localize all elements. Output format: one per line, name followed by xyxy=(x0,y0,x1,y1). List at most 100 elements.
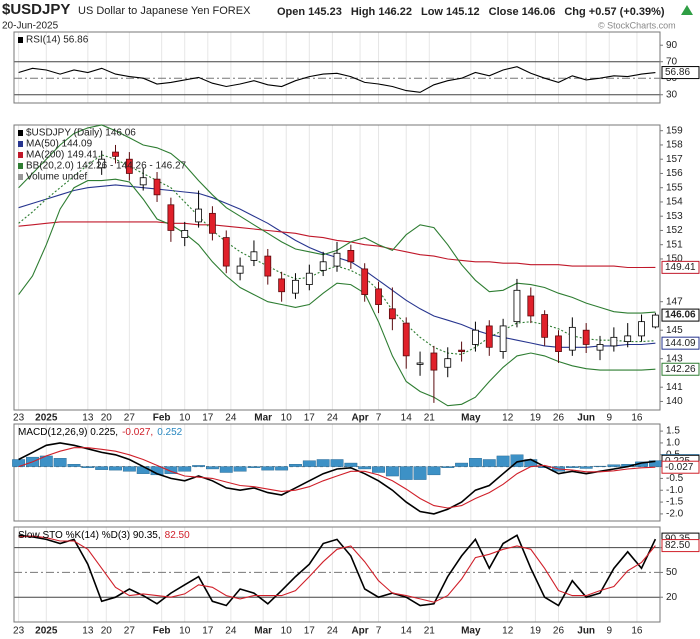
y-tick-label: 157 xyxy=(666,154,683,165)
histogram-bar xyxy=(385,466,399,477)
candle-body xyxy=(305,272,313,286)
histogram-bar xyxy=(593,465,607,467)
x-tick-label: Jun xyxy=(577,413,595,424)
quote-item: High 146.22 xyxy=(351,6,412,18)
x-tick-label: Apr xyxy=(351,626,368,637)
x-tick-label: May xyxy=(461,626,481,637)
candle-body xyxy=(347,249,355,263)
y-tick-label: 1.0 xyxy=(666,438,680,449)
legend-part: Slow STO %K(14) %D(3) 90.35, xyxy=(18,530,161,541)
legend: MACD(12,26,9) 0.225, -0.027, 0.252 xyxy=(18,427,183,438)
candle-body xyxy=(402,322,410,357)
x-tick-label: 16 xyxy=(631,413,643,424)
x-tick-label: Mar xyxy=(254,413,272,424)
candle-body xyxy=(430,352,438,371)
x-tick-label: May xyxy=(461,413,481,424)
line-series xyxy=(18,66,656,93)
x-tick-label: 7 xyxy=(376,626,382,637)
x-tick-label: 23 xyxy=(13,626,25,637)
y-tick-label: 50 xyxy=(666,567,678,578)
last-value-label: 142.26 xyxy=(665,364,696,375)
candle-body xyxy=(98,158,106,169)
x-tick-label: 21 xyxy=(424,413,436,424)
histogram-bar xyxy=(247,466,261,468)
candle-body xyxy=(624,335,632,342)
x-tick-label: 19 xyxy=(530,413,542,424)
x-tick-label: 12 xyxy=(502,413,514,424)
line-series xyxy=(18,178,656,407)
histogram-bar xyxy=(136,466,150,474)
histogram-bar xyxy=(427,466,441,476)
x-tick-label: 9 xyxy=(606,626,612,637)
panel-frame xyxy=(13,423,661,522)
last-value-label: 144.09 xyxy=(665,338,696,349)
x-tick-label: 17 xyxy=(202,413,214,424)
histogram-bar xyxy=(275,466,289,471)
x-tick-label: Apr xyxy=(351,413,368,424)
histogram-bar xyxy=(302,460,316,467)
legend: Slow STO %K(14) %D(3) 90.35, 82.50 xyxy=(18,530,190,541)
candle-body xyxy=(513,289,521,323)
histogram-bar xyxy=(233,466,247,472)
x-tick-label: 24 xyxy=(225,626,237,637)
candle-body xyxy=(236,265,244,274)
histogram-bar xyxy=(81,466,95,468)
histogram-bar xyxy=(579,466,593,469)
y-tick-label: 90 xyxy=(666,40,678,51)
candle-body xyxy=(167,204,175,231)
legend-part: MACD(12,26,9) 0.225, xyxy=(18,427,118,438)
x-tick-label: 26 xyxy=(553,626,565,637)
y-tick-label: 1.5 xyxy=(666,426,680,437)
histogram-bar xyxy=(192,465,206,467)
legend-label: BB(20,2.0) 142.26 - 144.26 - 146.27 xyxy=(26,161,187,172)
x-tick-label: 21 xyxy=(424,626,436,637)
histogram-bar xyxy=(565,466,579,468)
last-value-box xyxy=(661,308,700,322)
histogram-bar xyxy=(496,455,510,467)
candle-body xyxy=(472,329,479,345)
histogram-bar xyxy=(205,466,219,470)
candle-body xyxy=(278,278,286,293)
line-series xyxy=(18,535,656,603)
candle-body xyxy=(319,261,327,271)
x-tick-label: 24 xyxy=(327,413,339,424)
x-tick-label: 10 xyxy=(179,626,191,637)
candle-body xyxy=(264,255,272,277)
quote-item: Low 145.12 xyxy=(421,6,480,18)
x-tick-label: 26 xyxy=(553,413,565,424)
y-tick-label: 70 xyxy=(666,56,678,67)
histogram-bar xyxy=(122,466,136,472)
x-tick-label: 7 xyxy=(376,413,382,424)
histogram-bar xyxy=(372,466,385,473)
x-tick-label: 24 xyxy=(327,626,339,637)
candle-body xyxy=(527,295,535,317)
x-tick-label: 17 xyxy=(304,626,316,637)
x-tick-label: 14 xyxy=(401,626,413,637)
x-tick-label: 13 xyxy=(82,626,94,637)
x-tick-label: 10 xyxy=(179,413,191,424)
legend-swatch xyxy=(18,130,23,136)
candle-body xyxy=(181,230,189,238)
quote-item: Chg +0.57 (+0.39%) xyxy=(564,6,665,18)
legend-swatch xyxy=(18,152,23,158)
histogram-bar xyxy=(330,459,344,467)
candle-body xyxy=(222,237,230,267)
legend-part: 82.50 xyxy=(165,530,190,541)
quote-item: Close 146.06 xyxy=(489,6,556,18)
candle-body xyxy=(361,268,369,295)
y-tick-label: 155 xyxy=(666,182,683,193)
histogram-bar xyxy=(344,462,358,467)
y-tick-label: 154 xyxy=(666,197,683,208)
histogram-bar xyxy=(316,459,330,467)
quote-item: Open 145.23 xyxy=(277,6,342,18)
y-tick-label: 145 xyxy=(666,325,683,336)
x-tick-label: 17 xyxy=(304,413,316,424)
x-tick-label: Jun xyxy=(577,626,595,637)
candle-body xyxy=(375,288,382,305)
legend-label: RSI(14) 56.86 xyxy=(26,35,89,46)
candle-body xyxy=(555,335,562,352)
legend-part: 0.252 xyxy=(157,427,182,438)
candle-body xyxy=(388,308,396,320)
